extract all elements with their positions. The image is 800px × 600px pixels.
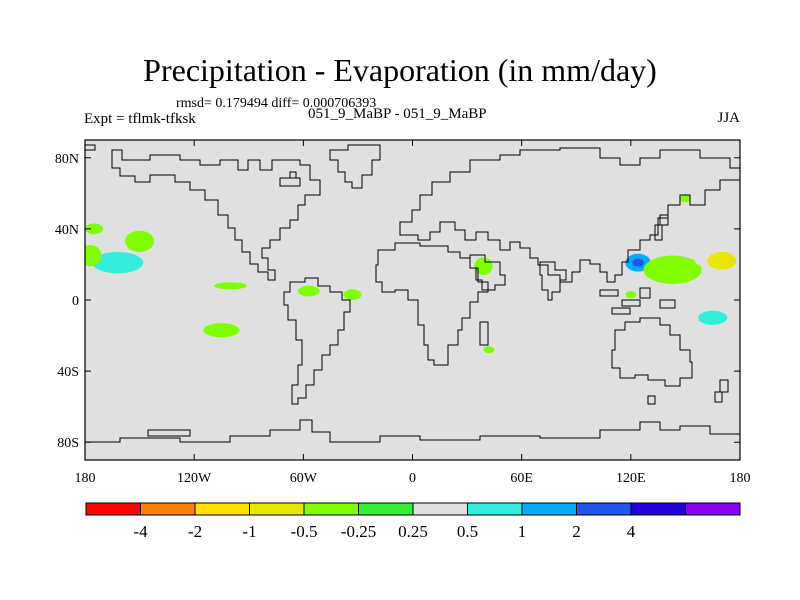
x-tick-label: 120W [177, 471, 212, 486]
x-tick-label: 0 [409, 471, 416, 486]
coastline-africa [375, 242, 489, 366]
anomaly-patch [647, 300, 666, 308]
colorbar-swatch [467, 502, 523, 516]
colorbar-label: 4 [627, 522, 636, 541]
anomaly-patch [669, 223, 684, 231]
colorbar-swatch [576, 502, 632, 516]
colorbar-swatch [85, 502, 141, 516]
anomaly-patch [485, 301, 515, 313]
season-label: JJA [717, 110, 740, 126]
coastline-arctic-islands [85, 144, 301, 187]
colorbar-label: 0.5 [457, 522, 478, 541]
colorbar-swatch [358, 502, 414, 516]
coastline-eurasia [399, 147, 740, 283]
colorbar-swatch [521, 502, 577, 516]
colorbar-label: -0.25 [341, 522, 376, 541]
anomaly-patch [203, 323, 240, 338]
colorbar-label: -1 [242, 522, 256, 541]
colorbar-swatch [630, 502, 686, 516]
coastline-india [539, 261, 567, 301]
coastline-south-america [283, 277, 351, 405]
y-tick-label: 80N [55, 152, 79, 167]
anomaly-core [632, 258, 644, 267]
colorbar-label: -4 [133, 522, 148, 541]
colorbar-swatch [412, 502, 468, 516]
anomaly-layer [85, 195, 737, 389]
case-label: 051_9_MaBP - 051_9_MaBP [308, 106, 487, 122]
anomaly-patch [707, 252, 737, 270]
colorbar-label: -0.5 [291, 522, 318, 541]
anomaly-patch [679, 195, 691, 203]
anomaly-patch [505, 381, 520, 389]
y-tick-label: 80S [57, 436, 79, 451]
colorbar-swatch [194, 502, 250, 516]
y-tick-label: 0 [72, 294, 79, 309]
anomaly-patch [174, 344, 196, 352]
colorbar-label: -2 [188, 522, 202, 541]
anomaly-patch [532, 328, 555, 336]
y-tick-label: 40S [57, 365, 79, 380]
anomaly-patch [483, 346, 495, 354]
experiment-label: Expt = tflmk-tfksk [84, 111, 196, 127]
anomaly-patch [297, 285, 320, 297]
anomaly-patch [85, 244, 102, 267]
coastline-japan [654, 214, 669, 241]
anomaly-patch [150, 372, 173, 381]
coastline-north-america [111, 149, 321, 281]
colorbar-swatch [303, 502, 359, 516]
anomaly-patch [343, 289, 362, 300]
chart-title: Precipitation - Evaporation (in mm/day) [143, 52, 657, 88]
coastline-new-zealand [647, 379, 729, 405]
axes: 180 120W 60W 0 60E 120E 180 80N 40N 0 40S 80S [55, 140, 751, 486]
coastline-antarctica [85, 419, 740, 460]
anomaly-patch [594, 348, 606, 356]
coastline-australia [611, 317, 693, 387]
anomaly-patch [401, 273, 424, 284]
x-tick-label: 180 [75, 471, 96, 486]
coastline-madagascar [479, 321, 489, 346]
colorbar-label: 0.25 [398, 522, 428, 541]
coastlines [85, 144, 740, 460]
anomaly-patch [92, 251, 144, 274]
coastline-arabia [469, 254, 506, 291]
anomaly-patch [698, 310, 728, 325]
anomaly-patch [214, 378, 229, 386]
colorbar-label: 1 [518, 522, 527, 541]
anomaly-patch [141, 221, 156, 229]
rmsd-diff-stats: rmsd= 0.179494 diff= 0.000706393 [176, 96, 377, 111]
anomaly-patch [125, 230, 155, 252]
anomaly-patch [525, 348, 555, 359]
anomaly-patch [456, 332, 471, 340]
x-tick-label: 120E [616, 471, 646, 486]
x-tick-label: 60E [510, 471, 533, 486]
colorbar-swatch [685, 502, 741, 516]
coastline-indonesia [599, 287, 676, 315]
anomaly-patch [643, 255, 702, 284]
x-tick-label: 180 [730, 471, 751, 486]
anomaly-patch [719, 364, 731, 372]
anomaly-patch [214, 282, 247, 290]
anomaly-patch [625, 291, 637, 299]
anomaly-patch [85, 223, 104, 235]
x-tick-label: 60W [290, 471, 318, 486]
coastline-greenland [329, 144, 381, 189]
coastline-ross-ice [147, 429, 191, 437]
y-tick-label: 40N [55, 223, 79, 238]
colorbar-swatch [249, 502, 305, 516]
colorbar-swatch [140, 502, 196, 516]
colorbar-label: 2 [572, 522, 581, 541]
